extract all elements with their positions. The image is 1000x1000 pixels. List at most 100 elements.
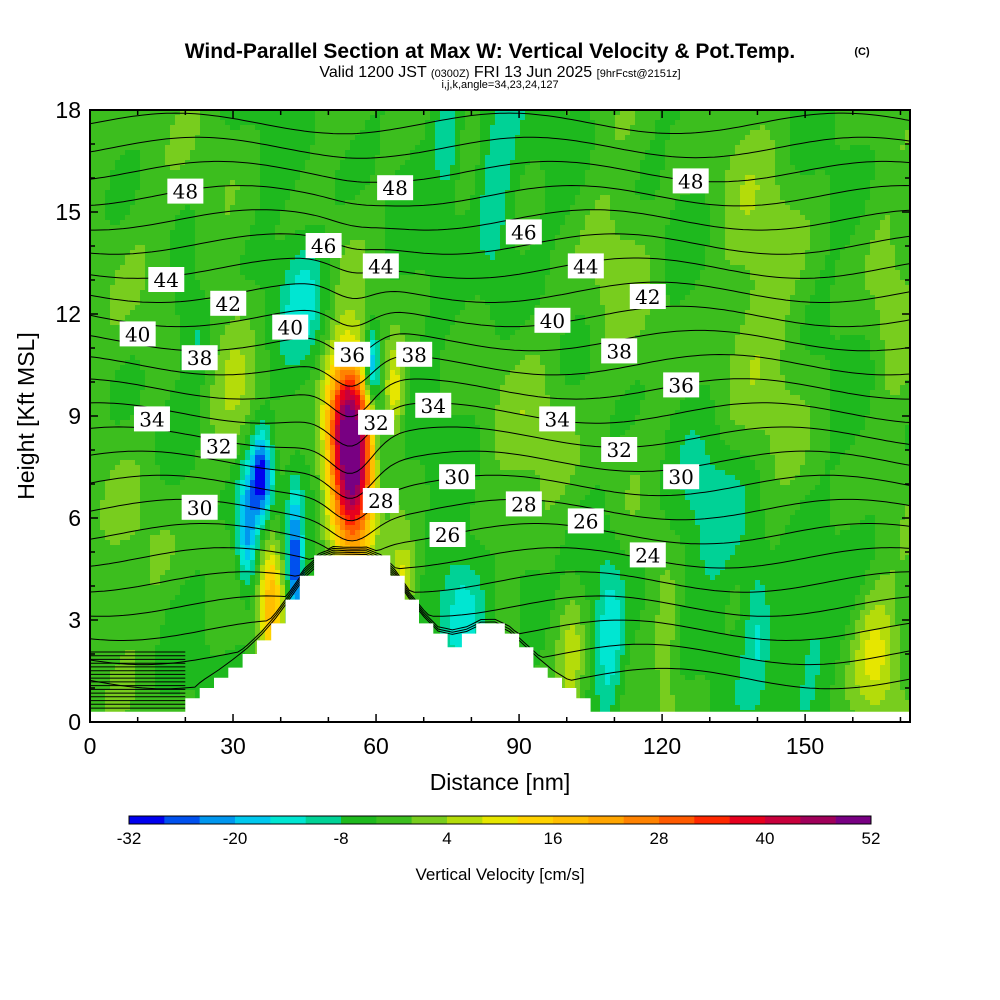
velocity-cell: [155, 245, 161, 251]
velocity-cell: [100, 460, 106, 466]
velocity-cell: [160, 170, 166, 176]
velocity-cell: [160, 305, 166, 311]
velocity-cell: [115, 620, 121, 626]
velocity-cell: [145, 490, 151, 496]
velocity-cell: [175, 515, 181, 521]
velocity-cell: [135, 695, 141, 701]
velocity-cell: [165, 120, 171, 126]
velocity-cell: [120, 375, 126, 381]
velocity-cell: [160, 130, 166, 136]
velocity-cell: [125, 575, 131, 581]
velocity-cell: [140, 530, 146, 536]
velocity-cell: [95, 490, 101, 496]
velocity-cell: [160, 340, 166, 346]
velocity-cell: [130, 630, 136, 636]
velocity-cell: [145, 550, 151, 556]
velocity-cell: [125, 545, 131, 551]
velocity-cell: [165, 545, 171, 551]
velocity-cell: [110, 270, 116, 276]
velocity-cell: [95, 235, 101, 241]
velocity-cell: [180, 610, 186, 616]
velocity-cell: [145, 465, 151, 471]
velocity-cell: [165, 505, 171, 511]
velocity-cell: [125, 350, 131, 356]
velocity-cell: [140, 550, 146, 556]
velocity-cell: [145, 260, 151, 266]
velocity-cell: [110, 300, 116, 306]
velocity-cell: [110, 695, 116, 701]
velocity-cell: [130, 620, 136, 626]
velocity-cell: [140, 480, 146, 486]
velocity-cell: [130, 465, 136, 471]
velocity-cell: [140, 600, 146, 606]
velocity-cell: [170, 595, 176, 601]
velocity-cell: [125, 680, 131, 686]
velocity-cell: [95, 640, 101, 646]
velocity-cell: [170, 365, 176, 371]
velocity-cell: [100, 585, 106, 591]
velocity-cell: [180, 150, 186, 156]
velocity-cell: [155, 380, 161, 386]
velocity-cell: [155, 620, 161, 626]
velocity-cell: [170, 540, 176, 546]
velocity-cell: [130, 155, 136, 161]
velocity-cell: [115, 545, 121, 551]
velocity-cell: [100, 390, 106, 396]
velocity-cell: [165, 595, 171, 601]
velocity-cell: [110, 220, 116, 226]
velocity-cell: [155, 455, 161, 461]
velocity-cell: [120, 550, 126, 556]
velocity-cell: [110, 210, 116, 216]
chart-title: Wind-Parallel Section at Max W: Vertical…: [185, 40, 796, 63]
velocity-cell: [115, 470, 121, 476]
velocity-cell: [145, 390, 151, 396]
velocity-cell: [130, 150, 136, 156]
velocity-cell: [175, 250, 181, 256]
velocity-cell: [135, 230, 141, 236]
velocity-cell: [145, 585, 151, 591]
velocity-cell: [165, 695, 171, 701]
velocity-cell: [145, 215, 151, 221]
velocity-cell: [150, 150, 156, 156]
velocity-cell: [175, 425, 181, 431]
velocity-cell: [180, 615, 186, 621]
velocity-cell: [115, 175, 121, 181]
velocity-cell: [100, 510, 106, 516]
velocity-cell: [180, 595, 186, 601]
velocity-cell: [180, 395, 186, 401]
velocity-cell: [100, 430, 106, 436]
velocity-cell: [155, 215, 161, 221]
velocity-cell: [125, 425, 131, 431]
velocity-cell: [130, 550, 136, 556]
velocity-cell: [150, 185, 156, 191]
velocity-cell: [105, 320, 111, 326]
velocity-cell: [125, 595, 131, 601]
velocity-cell: [175, 360, 181, 366]
velocity-cell: [130, 445, 136, 451]
velocity-cell: [140, 400, 146, 406]
velocity-cell: [125, 145, 131, 151]
velocity-cell: [105, 465, 111, 471]
velocity-cell: [115, 300, 121, 306]
velocity-cell: [150, 490, 156, 496]
velocity-cell: [130, 495, 136, 501]
velocity-cell: [170, 695, 176, 701]
velocity-cell: [95, 165, 101, 171]
velocity-cell: [115, 205, 121, 211]
velocity-cell: [145, 530, 151, 536]
velocity-cell: [95, 160, 101, 166]
velocity-cell: [105, 335, 111, 341]
velocity-cell: [150, 135, 156, 141]
velocity-cell: [150, 505, 156, 511]
velocity-cell: [150, 610, 156, 616]
velocity-cell: [125, 650, 131, 656]
velocity-cell: [135, 300, 141, 306]
velocity-cell: [125, 600, 131, 606]
velocity-cell: [170, 445, 176, 451]
velocity-cell: [140, 355, 146, 361]
velocity-cell: [130, 285, 136, 291]
velocity-cell: [150, 295, 156, 301]
velocity-cell: [145, 200, 151, 206]
velocity-cell: [170, 630, 176, 636]
velocity-cell: [150, 380, 156, 386]
